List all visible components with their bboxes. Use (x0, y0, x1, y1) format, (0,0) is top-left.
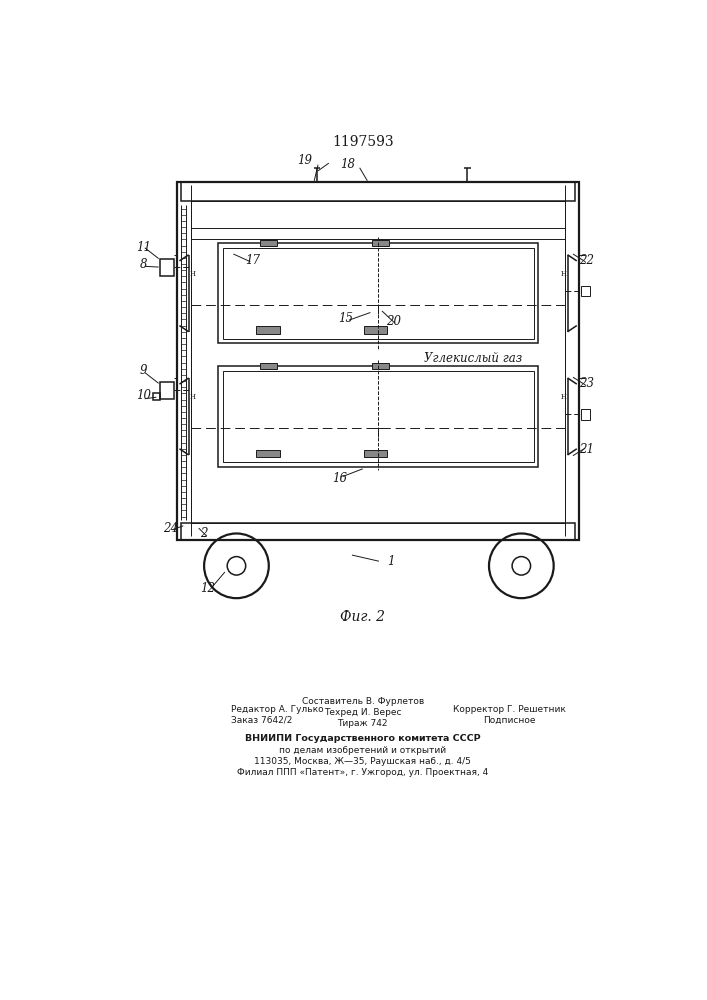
Text: 1197593: 1197593 (332, 135, 394, 149)
Bar (260, 363, 277, 369)
Bar (181, 182, 575, 201)
Bar (181, 523, 575, 540)
Text: 12: 12 (199, 582, 215, 595)
Bar (372, 363, 389, 369)
Bar (160, 259, 174, 276)
Text: H: H (561, 393, 567, 401)
Text: 21: 21 (579, 443, 595, 456)
Bar (257, 450, 279, 457)
Text: 22: 22 (579, 254, 595, 267)
Text: ВНИИПИ Государственного комитета СССР: ВНИИПИ Государственного комитета СССР (245, 734, 481, 743)
Text: Фиг. 2: Фиг. 2 (340, 610, 385, 624)
Text: Техред И. Верес: Техред И. Верес (324, 708, 402, 717)
Text: Корректор Г. Решетник: Корректор Г. Решетник (453, 705, 566, 714)
Text: 15: 15 (338, 312, 354, 325)
Text: 18: 18 (341, 158, 356, 171)
Bar (580, 409, 590, 420)
Bar (218, 366, 538, 466)
Text: 16: 16 (332, 472, 347, 485)
Bar (257, 326, 279, 334)
Text: по делам изобретений и открытий: по делам изобретений и открытий (279, 746, 446, 755)
Bar (372, 240, 389, 246)
Bar (218, 243, 538, 343)
Bar (223, 248, 534, 339)
Bar (191, 201, 565, 239)
Text: 17: 17 (245, 254, 260, 267)
Text: Филиал ППП «Патент», г. Ужгород, ул. Проектная, 4: Филиал ППП «Патент», г. Ужгород, ул. Про… (237, 768, 489, 777)
Text: Подписное: Подписное (484, 716, 536, 725)
Text: 1: 1 (387, 555, 395, 568)
Text: 20: 20 (386, 315, 401, 328)
Text: Составитель В. Фурлетов: Составитель В. Фурлетов (302, 698, 424, 706)
Text: 10: 10 (136, 389, 151, 402)
Text: Углекислый газ: Углекислый газ (424, 352, 522, 365)
Text: 23: 23 (579, 377, 595, 390)
Text: 8: 8 (139, 258, 147, 271)
Bar (364, 326, 387, 334)
Text: Редактор А. Гулько: Редактор А. Гулько (231, 705, 324, 714)
Text: Заказ 7642/2: Заказ 7642/2 (231, 716, 293, 725)
Bar (191, 201, 565, 523)
Text: 24: 24 (163, 522, 178, 535)
Text: 2: 2 (200, 527, 208, 540)
Text: H: H (189, 270, 196, 278)
Bar (364, 450, 387, 457)
Text: H: H (561, 270, 567, 278)
Text: 9: 9 (139, 364, 147, 377)
Text: H: H (189, 393, 196, 401)
Text: Тираж 742: Тираж 742 (337, 719, 388, 728)
Bar (260, 240, 277, 246)
Bar (160, 382, 174, 399)
Bar (223, 371, 534, 462)
Text: 113035, Москва, Ж—35, Раушская наб., д. 4/5: 113035, Москва, Ж—35, Раушская наб., д. … (255, 757, 471, 766)
Text: 11: 11 (136, 241, 151, 254)
Text: 19: 19 (297, 154, 312, 167)
Bar (177, 182, 579, 540)
Bar (580, 286, 590, 296)
Bar (153, 393, 160, 400)
